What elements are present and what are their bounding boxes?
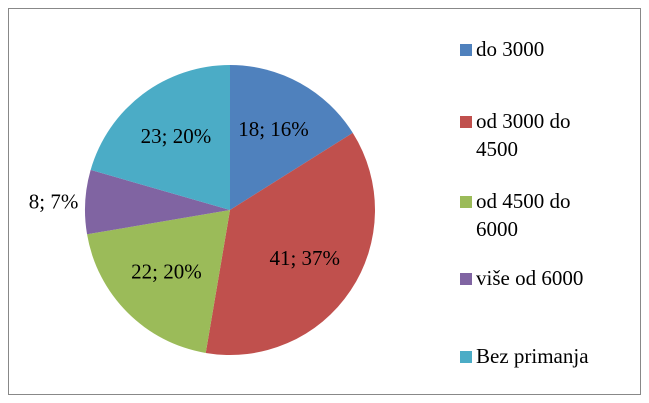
data-label: 22; 20% [131,259,202,283]
legend-item: Bez primanja [460,342,640,370]
legend-item: od 4500 do 6000 [460,187,640,243]
data-label: 41; 37% [269,246,340,270]
legend-swatch [460,351,472,363]
legend-label: više od 6000 [476,266,584,290]
legend-label: od 4500 do 6000 [476,189,571,241]
data-label: 8; 7% [29,190,79,214]
legend-label: od 3000 do 4500 [476,109,571,161]
pie-slice [205,132,375,355]
pie-slice [230,65,353,210]
data-label: 18; 16% [238,117,309,141]
pie-slice [87,210,230,353]
legend-item: do 3000 [460,35,640,63]
legend-swatch [460,116,472,128]
legend-item: od 3000 do 4500 [460,107,640,163]
legend-swatch [460,44,472,56]
legend-swatch [460,273,472,285]
legend-label: Bez primanja [476,344,589,368]
legend-label: do 3000 [476,37,545,61]
legend-swatch [460,196,472,208]
data-label: 23; 20% [141,124,212,148]
pie-slice [90,65,230,210]
pie-slice [85,169,230,235]
legend-item: više od 6000 [460,264,640,292]
